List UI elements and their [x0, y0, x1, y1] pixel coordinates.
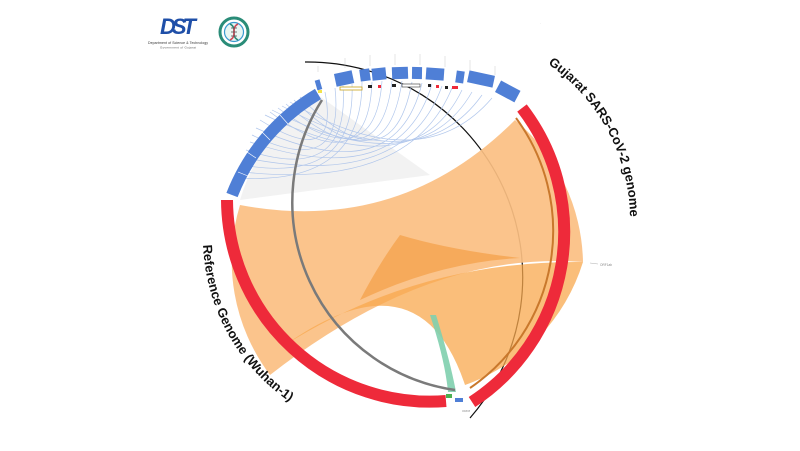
reference-inner-ring — [291, 99, 456, 392]
blue-links — [239, 80, 493, 179]
watermark-text: · — [540, 21, 541, 25]
dst-logo-line2: Government of Gujarat — [160, 46, 196, 50]
dna-seal-icon — [218, 16, 250, 48]
reference-blue-band-ticks — [237, 114, 289, 177]
orange-link-overlap — [360, 235, 520, 300]
reference-blue-band — [226, 88, 322, 198]
reference-red-band — [221, 199, 447, 408]
dst-logo-line1: Department of Science & Technology — [148, 41, 208, 45]
green-link — [430, 315, 456, 392]
gujarat-red-band — [468, 104, 571, 408]
dst-logo-mark: DST — [160, 14, 198, 39]
orf1ab-tick — [589, 262, 599, 265]
small-gene-label: ORF8 — [462, 409, 470, 413]
gujarat-inner-ring — [469, 117, 555, 389]
gujarat-blue-segments — [314, 66, 521, 103]
orf1ab-label: ORF1ab — [600, 263, 612, 267]
tick-labels — [317, 54, 496, 75]
dst-logo: DST Department of Science & Technology G… — [148, 14, 208, 50]
gene-markers — [318, 83, 458, 93]
bottom-marker-blue — [455, 398, 463, 402]
bottom-marker-green — [446, 394, 452, 398]
